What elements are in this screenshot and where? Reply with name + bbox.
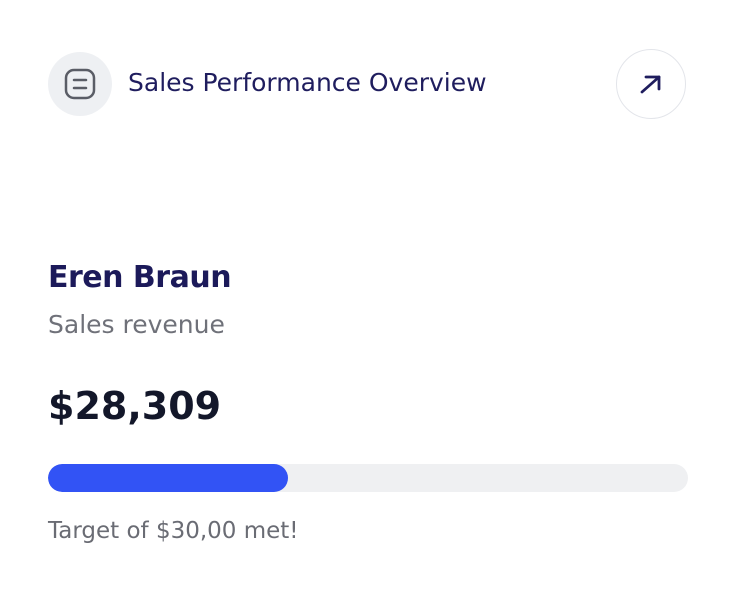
- progress-caption: Target of $30,00 met!: [48, 518, 299, 544]
- open-button[interactable]: [616, 49, 686, 119]
- progress-fill: [48, 464, 288, 492]
- person-name: Eren Braun: [48, 260, 232, 295]
- progress-track: [48, 464, 688, 492]
- report-icon: [48, 52, 112, 116]
- icon-glyph: [64, 68, 96, 100]
- metric-label: Sales revenue: [48, 310, 225, 339]
- arrow-icon: [640, 75, 661, 94]
- metric-value: $28,309: [48, 384, 222, 428]
- card-title: Sales Performance Overview: [128, 68, 487, 97]
